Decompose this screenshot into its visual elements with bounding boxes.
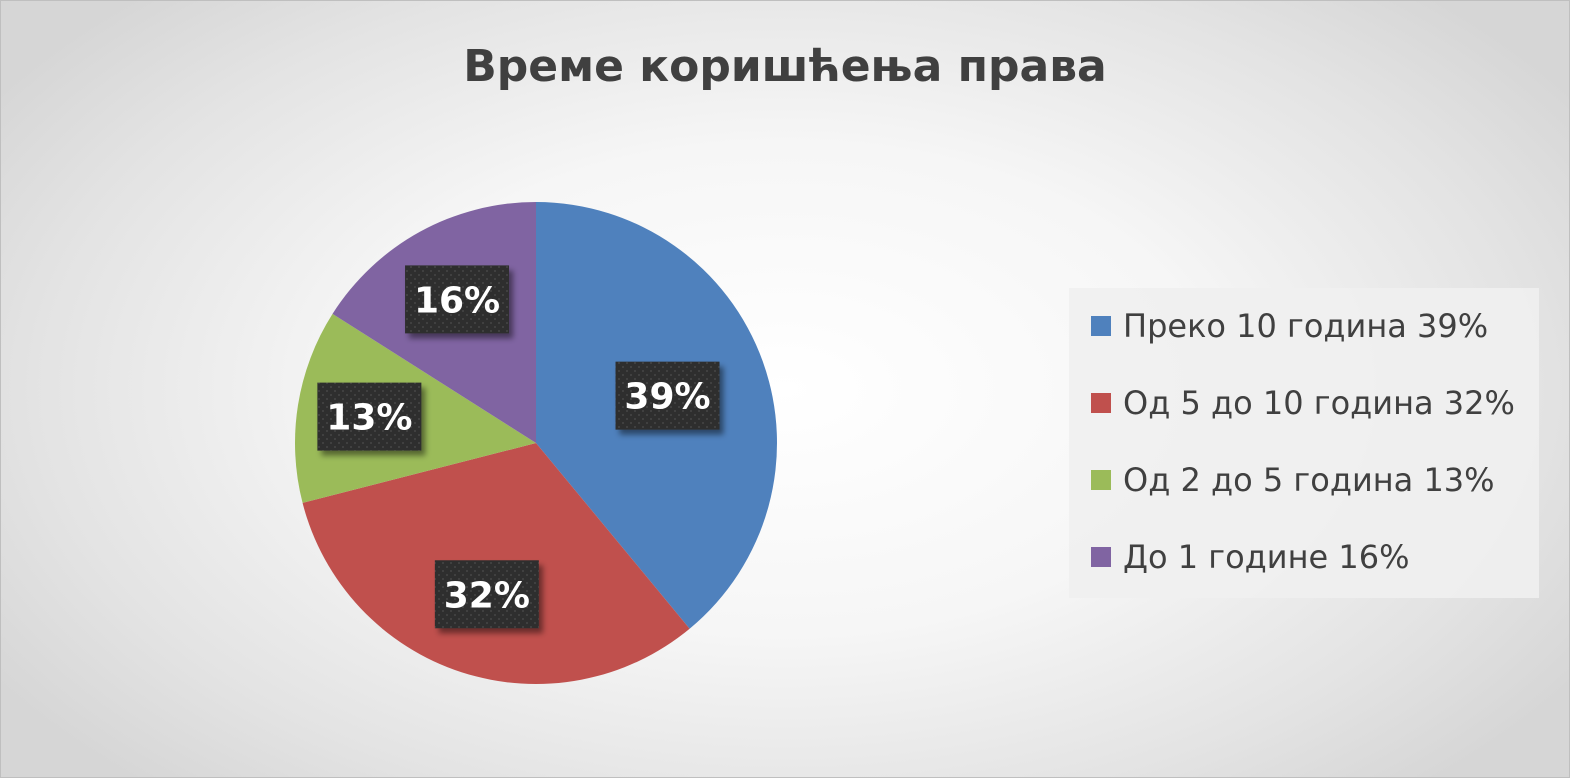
data-label-box — [434, 560, 539, 629]
legend-swatch — [1091, 547, 1111, 567]
legend-swatch — [1091, 470, 1111, 490]
legend-item: Од 5 до 10 година 32% — [1091, 383, 1515, 423]
legend-swatch — [1091, 316, 1111, 336]
chart-title: Време коришћења права — [463, 41, 1107, 92]
data-label: 39% — [624, 377, 710, 418]
legend-item: До 1 године 16% — [1091, 537, 1410, 577]
legend-swatch — [1091, 393, 1111, 413]
legend-label: Преко 10 година 39% — [1123, 307, 1489, 345]
data-label-box — [405, 265, 510, 334]
data-label: 13% — [326, 398, 412, 439]
legend-label: Од 2 до 5 година 13% — [1123, 461, 1495, 499]
legend-label: До 1 године 16% — [1123, 538, 1410, 576]
data-label: 16% — [414, 280, 500, 321]
data-label-box — [317, 382, 422, 451]
data-label-box — [615, 361, 720, 430]
legend-label: Од 5 до 10 година 32% — [1123, 384, 1515, 422]
legend-item: Преко 10 година 39% — [1091, 306, 1488, 346]
legend: Преко 10 година 39% Од 5 до 10 година 32%… — [1069, 288, 1539, 598]
data-label: 32% — [444, 575, 530, 616]
legend-item: Од 2 до 5 година 13% — [1091, 460, 1495, 500]
